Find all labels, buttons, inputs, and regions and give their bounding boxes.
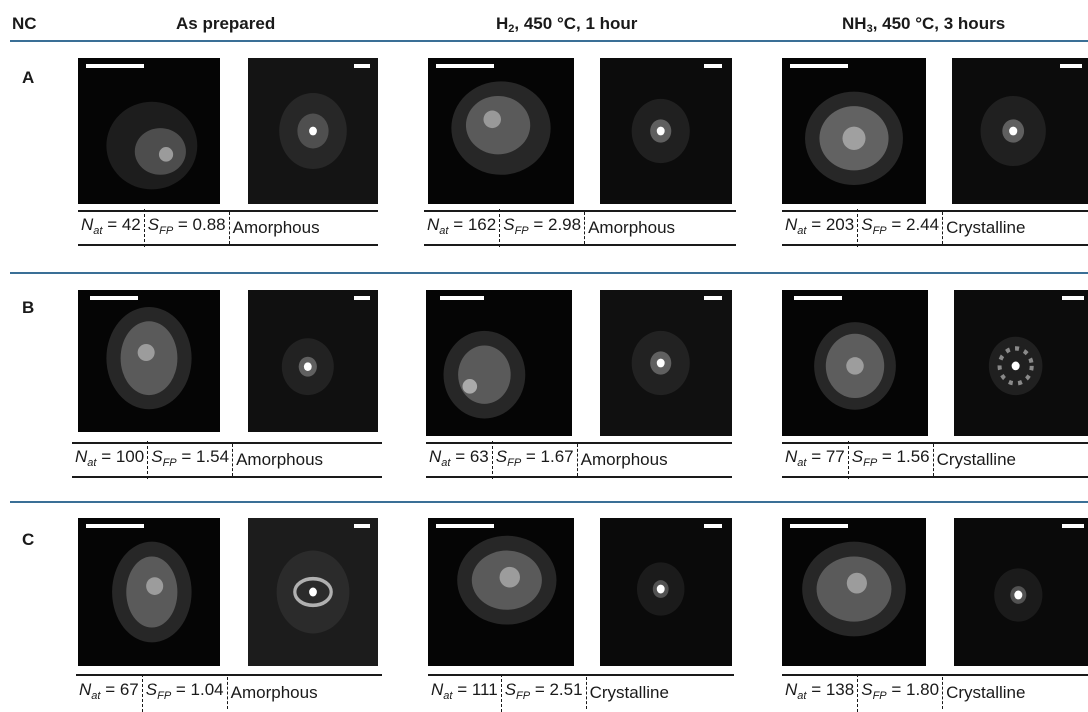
scale-bar (436, 64, 494, 68)
metrics-row-c-nh3: Nat = 138 SFP = 1.80 Crystalline (782, 674, 1088, 712)
scale-bar (1062, 296, 1084, 300)
column-header-as-prepared: As prepared (176, 14, 276, 33)
nat-value: Nat = 111 (431, 680, 498, 702)
scale-bar (790, 524, 848, 528)
state-label: Crystalline (932, 444, 1019, 476)
scale-bar (1062, 524, 1084, 528)
diffraction-a-h2 (600, 58, 732, 204)
sfp-value: SFP = 1.56 (847, 441, 933, 479)
scale-bar (86, 524, 144, 528)
micrograph-c-nh3 (782, 518, 926, 666)
header-rule (10, 40, 1088, 42)
row-separator-ab (10, 272, 1088, 274)
nat-value: Nat = 203 (785, 215, 855, 237)
scale-bar (86, 64, 144, 68)
scale-bar (794, 296, 842, 300)
micrograph-b-nh3 (782, 290, 928, 436)
scale-bar (1060, 64, 1082, 68)
diffraction-c-h2 (600, 518, 732, 666)
metrics-row-c-h2: Nat = 111 SFP = 2.51 Crystalline (428, 674, 734, 712)
diffraction-c-prepared (248, 518, 378, 666)
micrograph-a-nh3 (782, 58, 926, 204)
nat-value: Nat = 100 (75, 447, 145, 469)
row-label-a: A (22, 68, 35, 87)
micrograph-a-h2 (428, 58, 574, 204)
state-label: Crystalline (585, 677, 672, 709)
row-label-c: C (22, 530, 35, 549)
scale-bar (440, 296, 484, 300)
scale-bar (436, 524, 494, 528)
nat-value: Nat = 77 (785, 447, 845, 469)
diffraction-b-h2 (600, 290, 732, 436)
scale-bar (704, 524, 722, 528)
micrograph-a-prepared (78, 58, 220, 204)
scale-bar (354, 64, 370, 68)
sfp-value: SFP = 0.88 (143, 209, 229, 247)
scale-bar (354, 524, 370, 528)
row-separator-bc (10, 501, 1088, 503)
state-label: Amorphous (576, 444, 671, 476)
state-label: Amorphous (228, 212, 323, 244)
metrics-row-b-nh3: Nat = 77 SFP = 1.56 Crystalline (782, 441, 1088, 479)
sfp-value: SFP = 2.44 (857, 209, 942, 247)
sfp-value: SFP = 2.98 (499, 209, 584, 247)
sfp-value: SFP = 2.51 (500, 674, 586, 712)
state-label: Amorphous (232, 444, 326, 476)
scale-bar (704, 296, 722, 300)
scale-bar (354, 296, 370, 300)
micrograph-c-h2 (428, 518, 574, 666)
nat-value: Nat = 42 (81, 215, 141, 237)
column-header-nh3: NH3, 450 °C, 3 hours (842, 14, 1006, 35)
micrograph-b-prepared (78, 290, 220, 432)
metrics-row-b-h2: Nat = 63 SFP = 1.67 Amorphous (426, 441, 732, 479)
diffraction-a-prepared (248, 58, 378, 204)
nat-value: Nat = 63 (429, 447, 489, 469)
nat-value: Nat = 138 (785, 680, 855, 702)
metrics-row-a-h2: Nat = 162 SFP = 2.98 Amorphous (424, 209, 736, 247)
metrics-row-a-prepared: Nat = 42 SFP = 0.88 Amorphous (78, 209, 378, 247)
scale-bar (790, 64, 848, 68)
nat-value: Nat = 67 (79, 680, 139, 702)
column-header-h2: H2, 450 °C, 1 hour (496, 14, 638, 35)
row-label-b: B (22, 298, 35, 317)
metrics-row-c-prepared: Nat = 67 SFP = 1.04 Amorphous (76, 674, 382, 712)
diffraction-b-prepared (248, 290, 378, 432)
nc-header: NC (12, 14, 37, 33)
sfp-value: SFP = 1.04 (141, 674, 227, 712)
state-label: Amorphous (226, 677, 321, 709)
nat-value: Nat = 162 (427, 215, 497, 237)
scale-bar (90, 296, 138, 300)
micrograph-b-h2 (426, 290, 572, 436)
diffraction-a-nh3 (952, 58, 1088, 204)
metrics-row-a-nh3: Nat = 203 SFP = 2.44 Crystalline (782, 209, 1088, 247)
scale-bar (704, 64, 722, 68)
diffraction-b-nh3 (954, 290, 1088, 436)
state-label: Amorphous (584, 212, 678, 244)
state-label: Crystalline (942, 212, 1028, 244)
sfp-value: SFP = 1.67 (491, 441, 577, 479)
micrograph-c-prepared (78, 518, 220, 666)
sfp-value: SFP = 1.54 (147, 441, 232, 479)
metrics-row-b-prepared: Nat = 100 SFP = 1.54 Amorphous (72, 441, 382, 479)
sfp-value: SFP = 1.80 (857, 674, 942, 712)
diffraction-c-nh3 (954, 518, 1088, 666)
state-label: Crystalline (942, 677, 1028, 709)
